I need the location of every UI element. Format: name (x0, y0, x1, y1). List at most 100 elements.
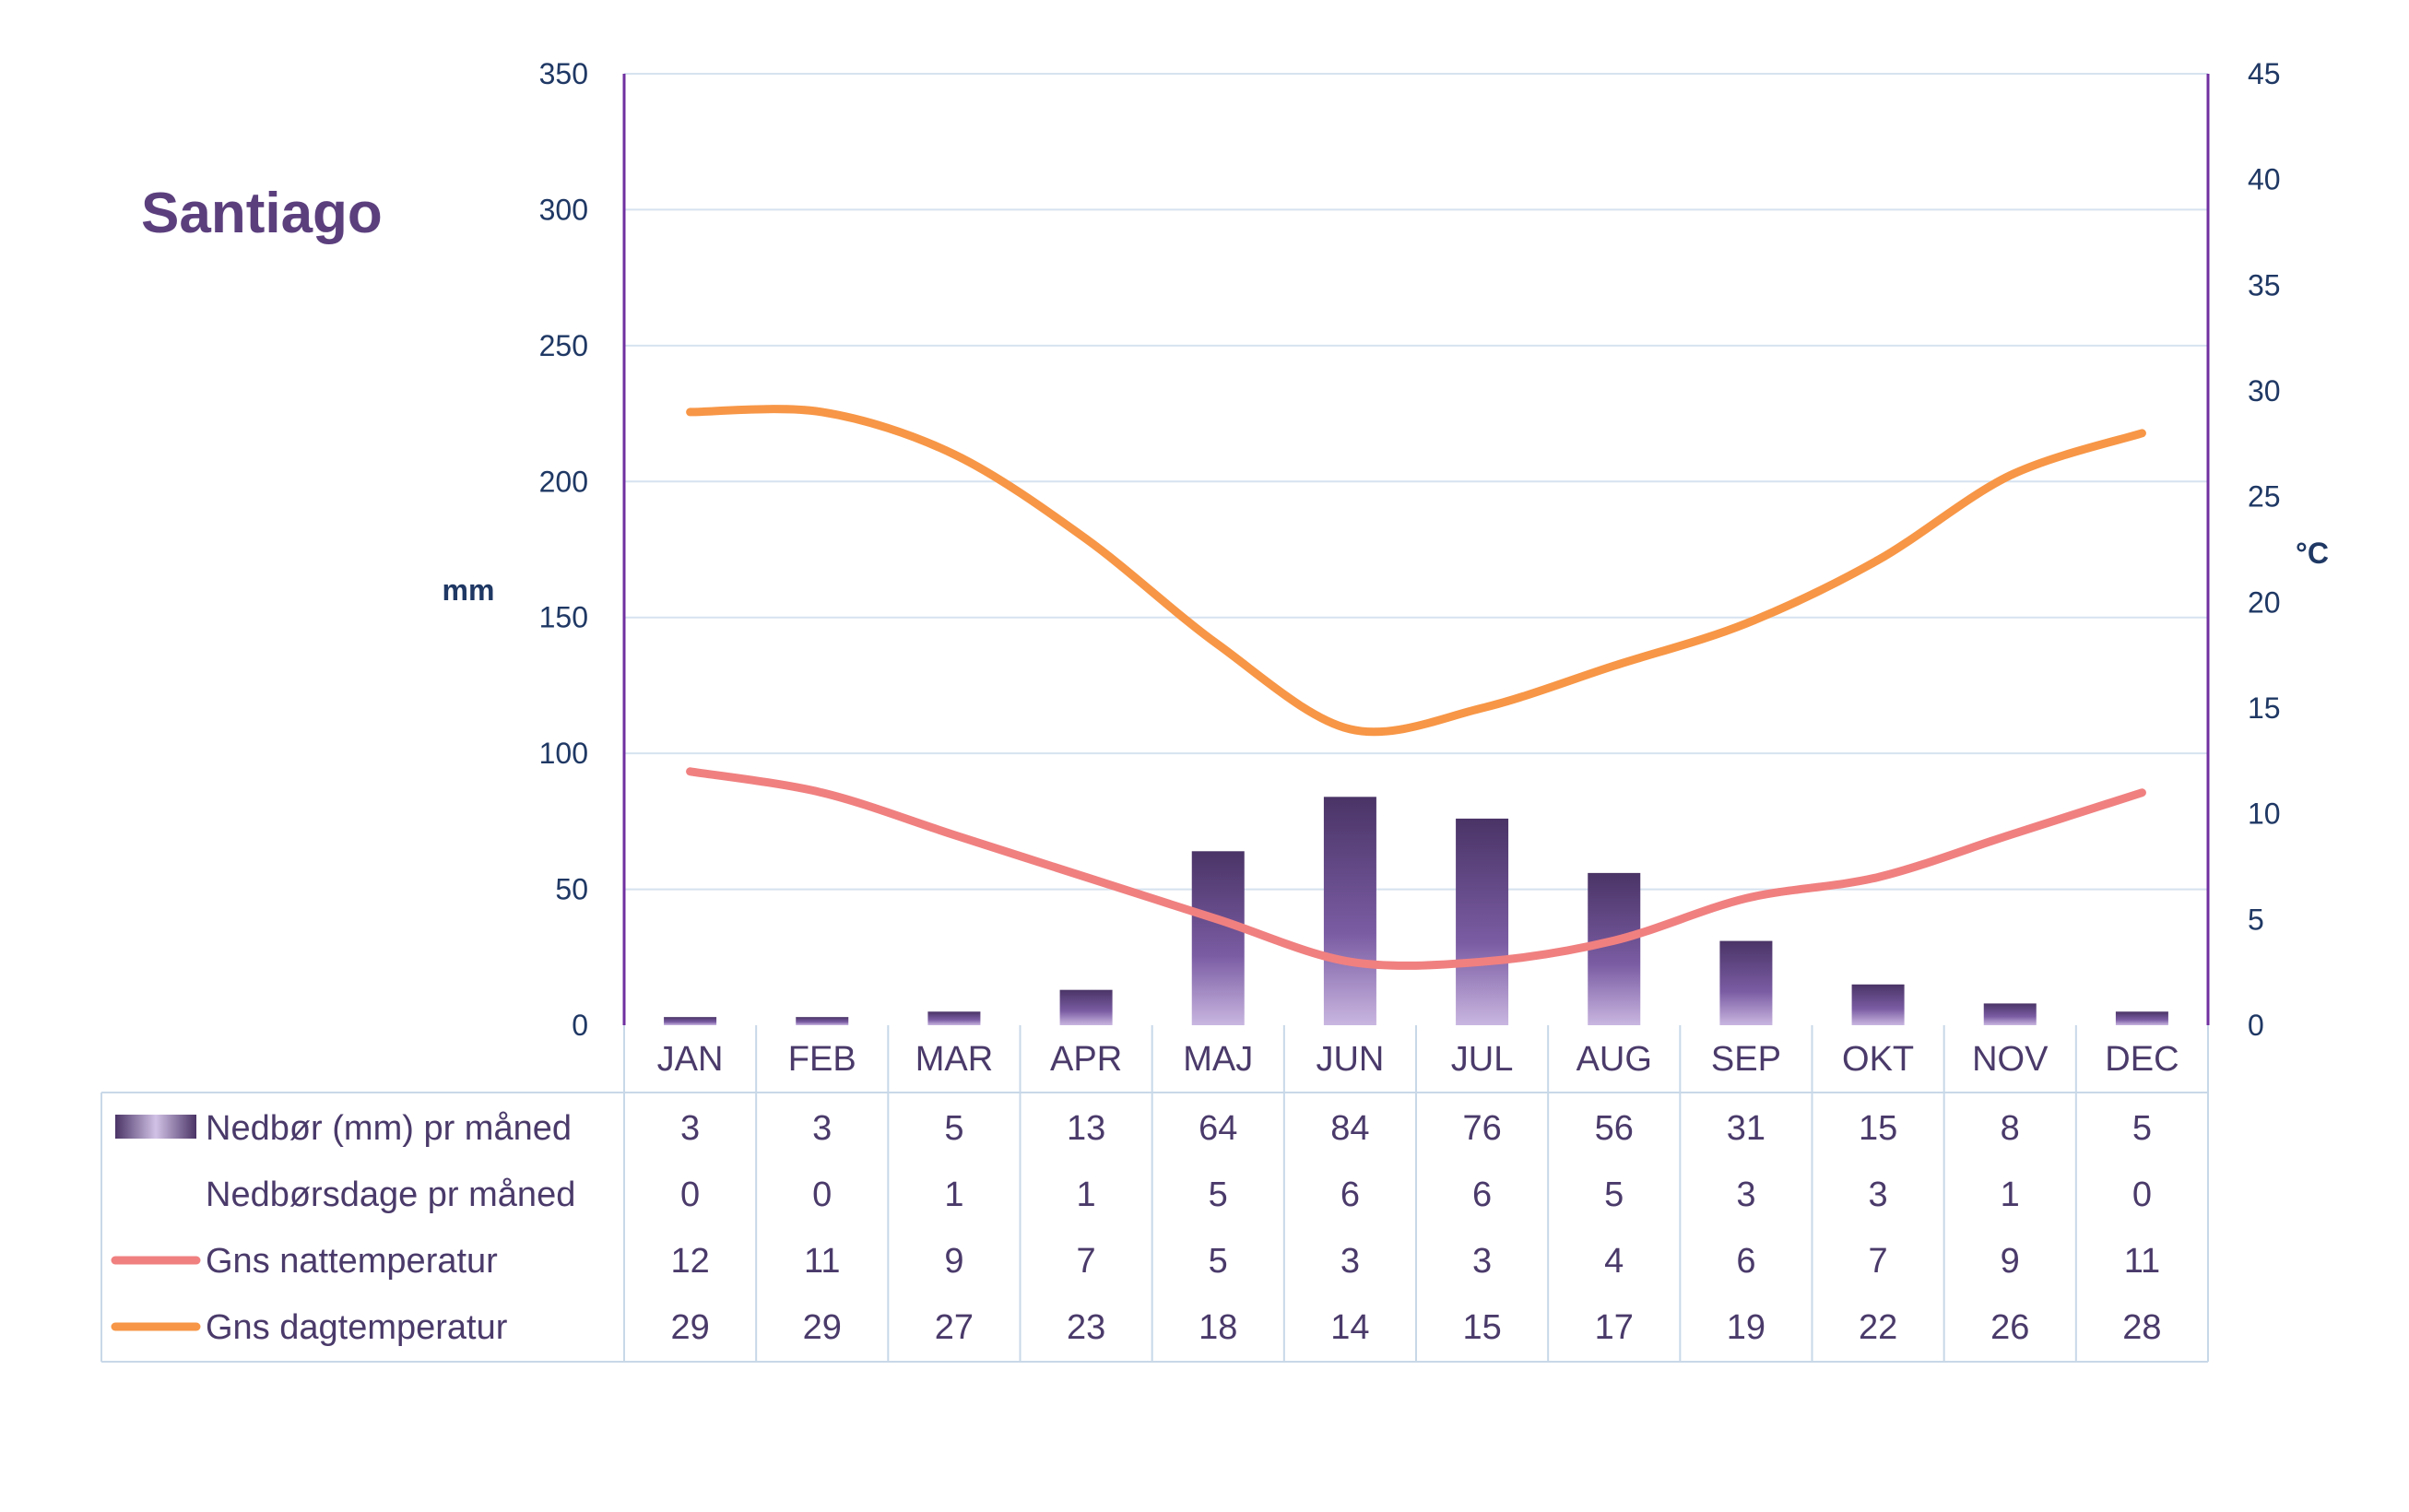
right-tick-label: 15 (2248, 691, 2281, 725)
precipitation-bar (1456, 818, 1509, 1025)
table-cell: 6 (1472, 1175, 1492, 1214)
day-temperature-line-point (1216, 643, 1220, 646)
day-temperature-line-point (1084, 537, 1088, 541)
precipitation-bar (796, 1017, 849, 1025)
left-tick-label: 50 (555, 873, 588, 906)
table-cell: 29 (803, 1308, 842, 1347)
day-temperature-line-point (2008, 474, 2012, 478)
table-cell: 0 (680, 1175, 700, 1214)
data-table: JAN FEB MAR APR MAJ JUN JUL AUG SEP OKT NOV DEC Nedb… (100, 1025, 2209, 1363)
table-cell: 11 (2124, 1242, 2160, 1281)
month-label: MAJ (1183, 1040, 1253, 1079)
temperature-lines (686, 405, 2146, 970)
table-cell: 17 (1595, 1308, 1634, 1347)
chart-title: Santiago (141, 182, 383, 245)
month-label: APR (1050, 1040, 1122, 1079)
night-temperature-line-point (2140, 791, 2143, 795)
table-cell: 0 (2132, 1175, 2152, 1214)
precipitation-bar (1059, 989, 1113, 1025)
month-label: OKT (1842, 1040, 1914, 1079)
table-cell: 8 (2001, 1109, 2020, 1148)
day-temperature-line-point (1348, 727, 1352, 731)
night-temperature-line-point (1348, 960, 1352, 963)
night-temperature-line-point (821, 791, 824, 795)
table-cell: 5 (1604, 1175, 1624, 1214)
row-label: Gns nattemperatur (206, 1242, 498, 1281)
table-cell: 84 (1330, 1109, 1369, 1148)
day-temperature-line-point (1876, 558, 1880, 561)
precipitation-bar (1588, 872, 1641, 1025)
table-cell: 3 (1869, 1175, 1888, 1214)
precipitation-bar (2115, 1011, 2168, 1025)
table-cell: 18 (1199, 1308, 1237, 1347)
left-tick-label: 200 (539, 465, 588, 498)
right-tick-label: 0 (2248, 1009, 2264, 1042)
night-temperature-line-point (2008, 833, 2012, 837)
table-cell: 22 (1859, 1308, 1897, 1347)
right-tick-label: 30 (2248, 374, 2281, 408)
right-tick-label: 10 (2248, 797, 2281, 831)
night-temperature-line (686, 767, 2146, 970)
day-temperature-line (686, 405, 2146, 737)
left-axis-label: mm (443, 573, 495, 607)
month-label: MAR (915, 1040, 993, 1079)
table-cell: 6 (1736, 1242, 1755, 1281)
table-cell: 64 (1199, 1109, 1237, 1148)
precipitation-bar (1719, 940, 1773, 1025)
table-cell: 29 (670, 1308, 709, 1347)
table-cell: 26 (1990, 1308, 2029, 1347)
right-tick-label: 20 (2248, 585, 2281, 619)
right-tick-label: 35 (2248, 268, 2281, 301)
right-tick-label: 45 (2248, 57, 2281, 90)
night-temperature-line-point (952, 833, 956, 837)
precipitation-bar (664, 1017, 717, 1025)
day-temperature-line-point (952, 453, 956, 456)
table-cell: 5 (1209, 1242, 1228, 1281)
day-temperature-line-point (1612, 664, 1616, 667)
month-label: DEC (2105, 1040, 2179, 1079)
day-temperature-line-point (821, 410, 824, 414)
row-label: Nedbørsdage pr måned (206, 1175, 575, 1214)
table-cell: 1 (944, 1175, 963, 1214)
table-cell: 5 (1209, 1175, 1228, 1214)
left-tick-label: 0 (572, 1009, 588, 1042)
precipitation-bar (1191, 851, 1245, 1025)
table-cell: 1 (2001, 1175, 2020, 1214)
month-label: AUG (1576, 1040, 1652, 1079)
table-cell: 5 (944, 1109, 963, 1148)
precipitation-bar (1851, 984, 1905, 1025)
row-label: Nedbør (mm) pr måned (206, 1109, 572, 1148)
table-cell: 3 (680, 1109, 700, 1148)
table-cell: 14 (1330, 1308, 1369, 1347)
day-temperature-line-point (689, 410, 692, 414)
night-temperature-line-point (1612, 939, 1616, 942)
left-tick-label: 100 (539, 737, 588, 770)
left-tick-label: 250 (539, 329, 588, 362)
table-cell: 15 (1462, 1308, 1501, 1347)
right-tick-label: 5 (2248, 903, 2264, 936)
table-cell: 27 (935, 1308, 974, 1347)
table-cell: 11 (804, 1242, 840, 1281)
night-temperature-line-point (1481, 960, 1484, 963)
night-temperature-line-point (689, 770, 692, 774)
table-cell: 4 (1604, 1242, 1624, 1281)
table-cell: 7 (1077, 1242, 1096, 1281)
table-cell: 9 (944, 1242, 963, 1281)
grid-lines (624, 73, 2208, 891)
table-cell: 9 (2001, 1242, 2020, 1281)
night-temperature-line-point (1216, 917, 1220, 921)
table-cell: 23 (1067, 1308, 1105, 1347)
axes (622, 74, 2210, 1025)
table-cell: 28 (2122, 1308, 2161, 1347)
table-cell: 1 (1077, 1175, 1096, 1214)
day-temperature-line-point (1481, 706, 1484, 710)
table-cell: 7 (1869, 1242, 1888, 1281)
month-label: SEP (1711, 1040, 1781, 1079)
month-label: FEB (788, 1040, 856, 1079)
precipitation-bar (927, 1011, 981, 1025)
legend-key-precipitation (115, 1115, 196, 1139)
table-cell: 3 (1472, 1242, 1492, 1281)
left-axis-ticks: 0 50 100 150 200 250 300 350 (539, 57, 588, 1042)
table-cell: 3 (812, 1109, 832, 1148)
